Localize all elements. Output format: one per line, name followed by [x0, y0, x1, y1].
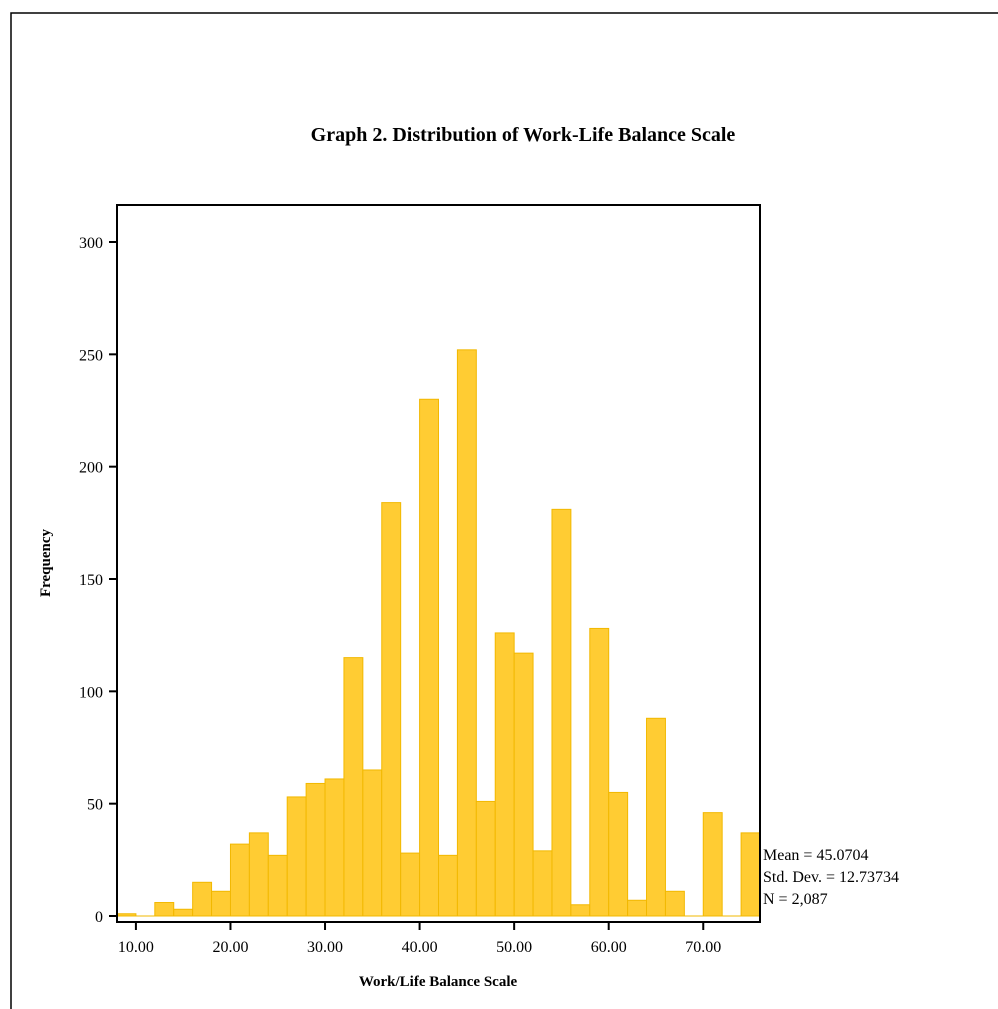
histogram-bar — [646, 717, 666, 917]
histogram-bar — [589, 627, 610, 917]
y-axis-label: Frequency — [38, 528, 54, 597]
histogram-bar — [702, 812, 723, 917]
y-tick-label: 0 — [95, 909, 103, 926]
histogram-bar — [456, 349, 477, 917]
histogram-bar — [400, 852, 421, 917]
histogram-bar — [267, 854, 288, 917]
y-tick-label: 200 — [79, 460, 103, 477]
x-tick-label: 50.00 — [496, 939, 532, 956]
summary-statistics: Mean = 45.0704 Std. Dev. = 12.73734 N = … — [763, 847, 899, 908]
y-tick-label: 150 — [79, 572, 103, 589]
histogram-bar — [154, 902, 175, 917]
y-tick-label: 300 — [79, 235, 103, 252]
histogram-bar — [570, 904, 591, 917]
histogram-bar — [419, 398, 439, 917]
histogram-bar — [627, 899, 648, 917]
histogram-bar — [343, 657, 364, 917]
histogram-bar — [608, 791, 629, 917]
histogram-bar — [286, 796, 307, 917]
histogram-bar — [494, 632, 515, 917]
histogram-bar — [229, 843, 250, 917]
histogram-bar — [381, 502, 402, 917]
histogram-bars — [116, 349, 761, 917]
histogram-bar — [532, 850, 553, 917]
stat-mean: Mean = 45.0704 — [763, 847, 868, 864]
histogram-bar — [362, 769, 383, 917]
histogram-bar — [664, 890, 685, 917]
x-tick-label: 70.00 — [685, 939, 721, 956]
x-tick-label: 10.00 — [118, 939, 154, 956]
histogram-bar — [438, 854, 458, 917]
y-tick-label: 50 — [87, 797, 103, 814]
histogram-bar — [513, 652, 534, 917]
chart-title: Graph 2. Distribution of Work-Life Balan… — [311, 124, 736, 146]
x-axis-label: Work/Life Balance Scale — [359, 974, 518, 990]
histogram-bar — [305, 782, 326, 917]
stat-n: N = 2,087 — [763, 891, 828, 908]
y-axis: 0 50 100 150 200 250 300 — [79, 235, 117, 926]
histogram-bar — [173, 908, 194, 917]
plot-frame — [116, 204, 761, 923]
histogram-bar — [475, 800, 496, 917]
x-axis: 10.00 20.00 30.00 40.00 50.00 60.00 70.00 — [118, 922, 721, 956]
histogram-bar — [551, 508, 572, 917]
x-tick-label: 60.00 — [591, 939, 627, 956]
histogram-bar — [211, 890, 231, 917]
stat-std-dev: Std. Dev. = 12.73734 — [763, 869, 899, 886]
x-tick-label: 30.00 — [307, 939, 343, 956]
y-tick-label: 100 — [79, 684, 103, 701]
histogram-bar — [324, 778, 345, 917]
x-tick-label: 20.00 — [212, 939, 248, 956]
histogram-bar — [192, 881, 213, 917]
y-tick-label: 250 — [79, 347, 103, 364]
page-border — [10, 12, 998, 1009]
x-tick-label: 40.00 — [402, 939, 438, 956]
histogram-bar — [248, 832, 269, 917]
histogram-bar — [740, 832, 761, 917]
